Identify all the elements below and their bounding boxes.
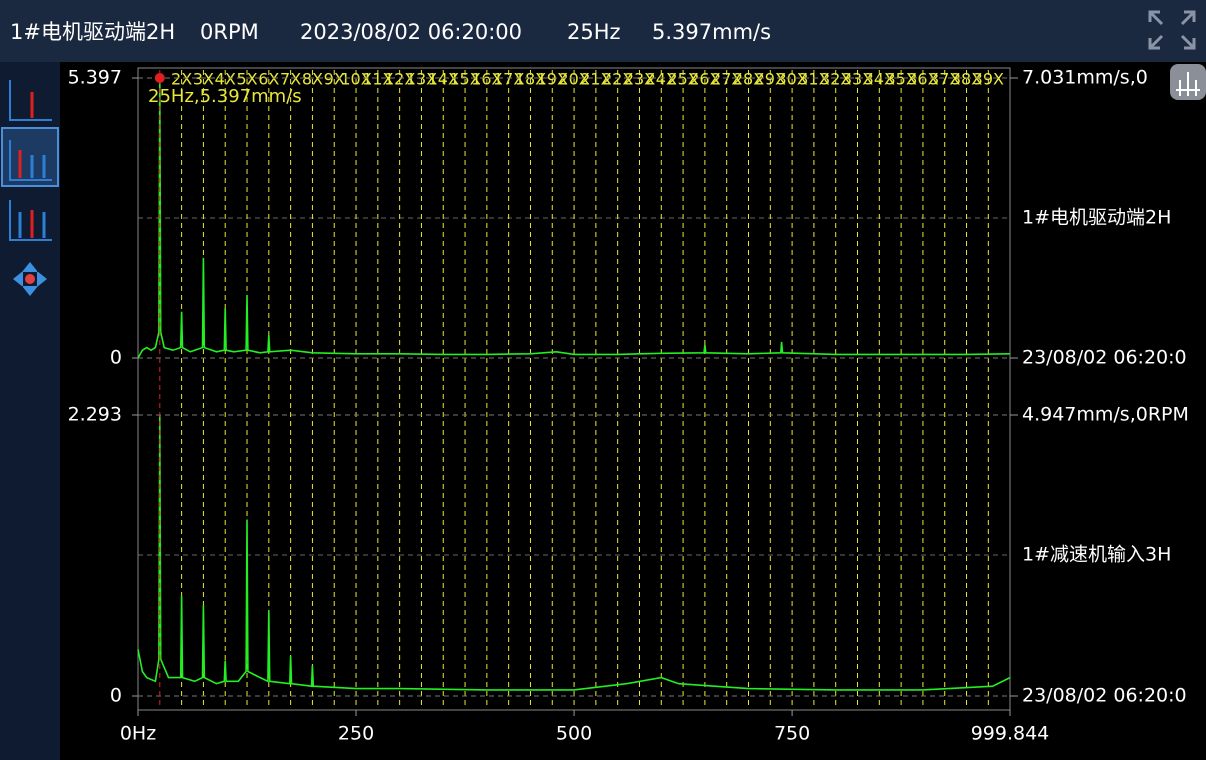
- spectrum-line: [137, 77, 1011, 359]
- header-bar: [0, 0, 1206, 62]
- harmonic-label: 24X: [646, 70, 677, 89]
- y-tick-label: 0: [110, 347, 122, 369]
- harmonic-label: 26X: [689, 70, 720, 89]
- spectrum-line: [137, 414, 1011, 691]
- harmonic-label: 20X: [558, 70, 589, 89]
- harmonic-label: 23X: [624, 70, 655, 89]
- tool-single[interactable]: [9, 80, 52, 121]
- rpm: 0RPM: [200, 20, 259, 44]
- amplitude: 5.397mm/s: [652, 20, 771, 44]
- harmonic-label: 37X: [929, 70, 960, 89]
- harmonic-label: 18X: [515, 70, 546, 89]
- harmonic-label: 7X: [280, 70, 301, 89]
- channel: 1#电机驱动端2H: [10, 20, 175, 44]
- harmonic-label: 11X: [362, 70, 393, 89]
- harmonic-label: 17X: [493, 70, 524, 89]
- y-tick-label: 5.397: [68, 67, 122, 89]
- fullscreen-button[interactable]: [1148, 10, 1196, 50]
- x-tick-label: 500: [556, 723, 592, 745]
- tool-multi[interactable]: [1, 127, 59, 187]
- harmonic-label: 14X: [428, 70, 459, 89]
- harmonic-label: 6X: [258, 70, 279, 89]
- x-tick-label: 750: [774, 723, 810, 745]
- y-tick-label: 2.293: [68, 404, 122, 426]
- toolbar-icon: [1176, 72, 1200, 96]
- harmonic-label: 15X: [449, 70, 480, 89]
- harmonic-label: 3X: [193, 70, 214, 89]
- harmonic-label: 4X: [215, 70, 236, 89]
- harmonic-label: 39X: [973, 70, 1004, 89]
- x-tick-label: 250: [338, 723, 374, 745]
- harmonic-label: 31X: [798, 70, 829, 89]
- harmonic-label: 36X: [907, 70, 938, 89]
- y-tick-label: 0: [110, 685, 122, 707]
- time: 2023/08/02 06:20:00: [300, 20, 522, 44]
- annotation: 23/08/02 06:20:0: [1022, 685, 1187, 707]
- annotation: 4.947mm/s,0RPM: [1022, 404, 1189, 426]
- harmonic-label: 22X: [602, 70, 633, 89]
- cursor-dot: [154, 73, 165, 83]
- panel-name: 1#电机驱动端2H: [1022, 207, 1171, 229]
- panel-names: 1#电机驱动端2H 1#减速机输入3H: [1022, 207, 1171, 566]
- harmonic-label: 27X: [711, 70, 742, 89]
- harmonic-label: 2X: [171, 70, 192, 89]
- freq: 25Hz: [567, 20, 621, 44]
- harmonic-label: 33X: [842, 70, 873, 89]
- annotation: 23/08/02 06:20:0: [1022, 347, 1187, 369]
- harmonic-label: 9X: [324, 70, 345, 89]
- harmonic-label: 32X: [820, 70, 851, 89]
- tool-move[interactable]: [13, 262, 47, 296]
- harmonic-label: 10X: [340, 70, 371, 89]
- tool-harmonic[interactable]: [9, 200, 52, 241]
- harmonic-label: 8X: [302, 70, 323, 89]
- annotation: 7.031mm/s,0: [1022, 67, 1148, 89]
- harmonic-label: 16X: [471, 70, 502, 89]
- harmonic-label: 35X: [885, 70, 916, 89]
- harmonic-label: 19X: [537, 70, 568, 89]
- harmonic-label: 25X: [667, 70, 698, 89]
- harmonic-label: 29X: [755, 70, 786, 89]
- harmonic-label: 30X: [776, 70, 807, 89]
- tool-multi-icon: [9, 140, 52, 181]
- harmonic-label: 12X: [384, 70, 415, 89]
- harmonic-label: 38X: [951, 70, 982, 89]
- harmonic-label: 21X: [580, 70, 611, 89]
- harmonic-label: 5X: [236, 70, 257, 89]
- harmonic-label: 28X: [733, 70, 764, 89]
- harmonic-label: 34X: [864, 70, 895, 89]
- harmonic-label: 13X: [406, 70, 437, 89]
- panel-name: 1#减速机输入3H: [1022, 544, 1171, 566]
- header-texts: 1#电机驱动端2H 0RPM 2023/08/02 06:20:00 25Hz …: [10, 20, 771, 44]
- cursor-label: 25Hz,5.397mm/s: [148, 86, 302, 107]
- x-tick-label: 999.844: [971, 723, 1050, 745]
- x-tick-label: 0Hz: [120, 723, 156, 745]
